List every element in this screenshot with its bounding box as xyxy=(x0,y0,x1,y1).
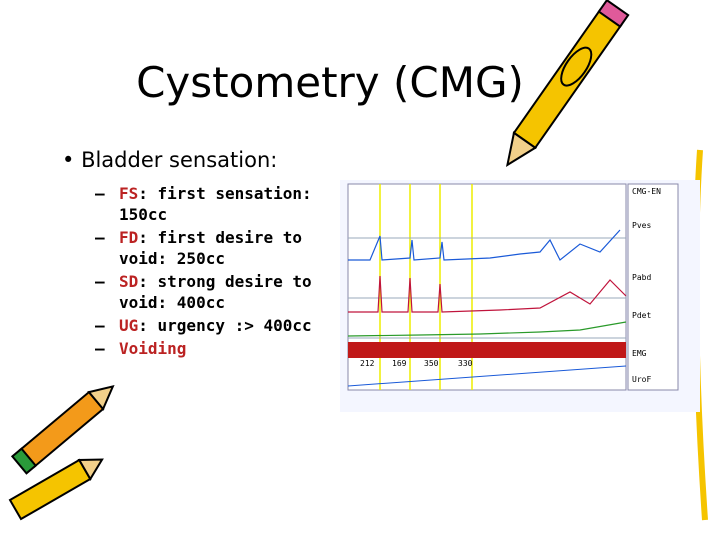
description: : strong desire to void: 400cc xyxy=(119,272,312,312)
sub-list: FS: first sensation: 150ccFD: first desi… xyxy=(95,183,335,361)
sub-item: UG: urgency :> 400cc xyxy=(95,315,335,336)
tracing-label: Pabd xyxy=(632,273,651,282)
tracing-label: CMG-EN xyxy=(632,187,661,196)
tracing-label: Pdet xyxy=(632,311,651,320)
tracing-label: 350 xyxy=(424,359,439,368)
bullet-text: Bladder sensation: xyxy=(81,148,278,172)
term: Voiding xyxy=(119,339,187,358)
sub-item: FD: first desire to void: 250cc xyxy=(95,227,335,269)
tracing-label: 212 xyxy=(360,359,375,368)
term: SD xyxy=(119,272,139,291)
tracing-label: UroF xyxy=(632,375,651,384)
term: FS xyxy=(119,184,139,203)
tracing-label: Pves xyxy=(632,221,651,230)
description: : first sensation: 150cc xyxy=(119,184,312,224)
sub-item: Voiding xyxy=(95,338,335,359)
description: : urgency :> 400cc xyxy=(138,316,312,335)
description: : first desire to void: 250cc xyxy=(119,228,303,268)
cmg-tracing: CMG-EN Pves Pabd Pdet EMG UroF 212 169 350 330 xyxy=(340,180,700,412)
bullet: • Bladder sensation: xyxy=(62,148,278,172)
tracing-label: EMG xyxy=(632,349,647,358)
title: Cystometry (CMG) xyxy=(136,58,524,107)
term: FD xyxy=(119,228,139,247)
term: UG xyxy=(119,316,139,335)
tracing-label: 330 xyxy=(458,359,473,368)
tracing-label: 169 xyxy=(392,359,407,368)
sub-item: SD: strong desire to void: 400cc xyxy=(95,271,335,313)
sub-item: FS: first sensation: 150cc xyxy=(95,183,335,225)
